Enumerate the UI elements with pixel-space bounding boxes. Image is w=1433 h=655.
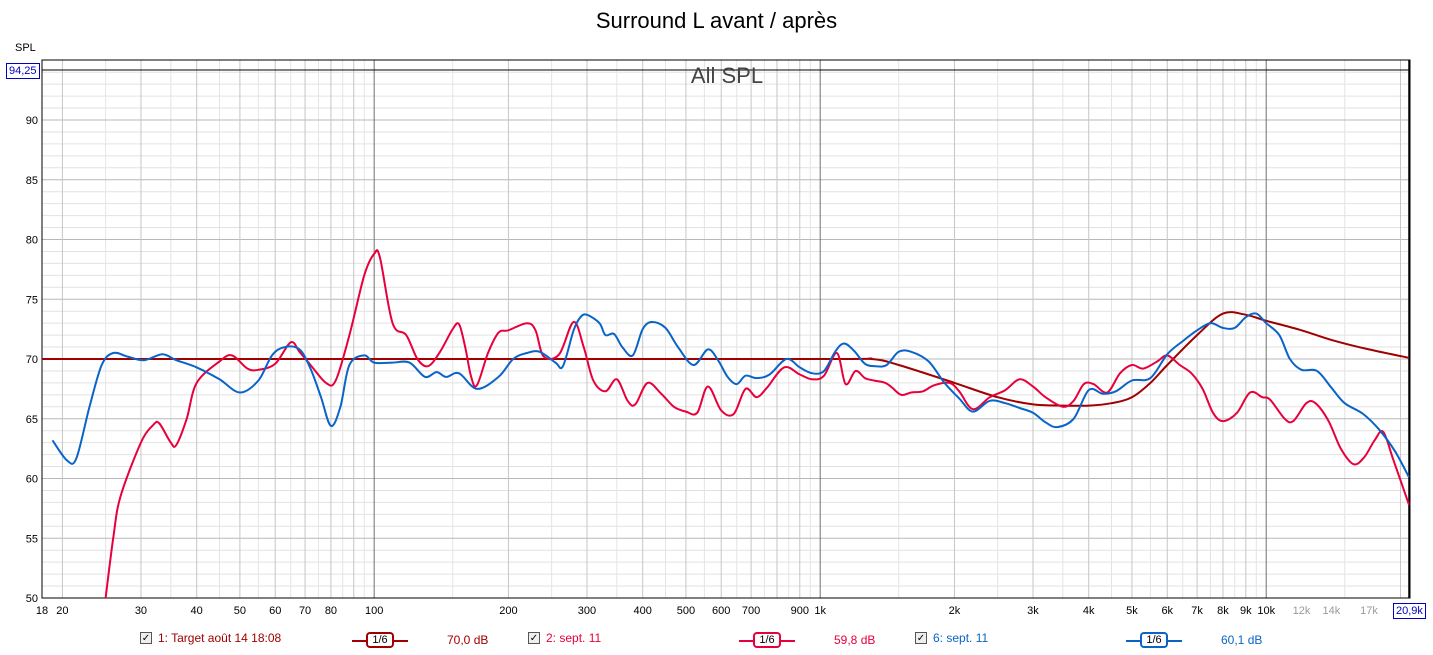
x-tick-label: 600	[712, 605, 730, 617]
x-tick-label: 40	[191, 605, 203, 617]
x-tick-label: 300	[578, 605, 596, 617]
x-max-readout[interactable]: 20,9k	[1393, 603, 1426, 619]
x-tick-label: 17k	[1360, 605, 1378, 617]
level-readout: 70,0 dB	[447, 633, 489, 647]
y-tick-label: 50	[26, 593, 38, 605]
watermark-label: All SPL	[691, 63, 763, 88]
y-max-readout[interactable]: 94,25	[6, 63, 40, 79]
series-line-2	[104, 249, 1410, 598]
smoothing-control[interactable]: 1/6	[352, 631, 408, 649]
y-tick-label: 80	[26, 235, 38, 247]
x-tick-label: 60	[269, 605, 281, 617]
x-tick-label: 200	[499, 605, 517, 617]
series-line-3	[51, 312, 1410, 478]
legend-entry-target[interactable]: ✓ 1: Target août 14 18:08	[140, 631, 281, 645]
checkbox-icon[interactable]: ✓	[915, 632, 927, 644]
x-tick-label: 1k	[814, 605, 826, 617]
x-tick-label: 30	[135, 605, 147, 617]
x-tick-label: 20	[56, 605, 68, 617]
x-tick-label: 100	[365, 605, 383, 617]
x-tick-label: 12k	[1293, 605, 1311, 617]
chart-title: Surround L avant / après	[595, 8, 838, 33]
x-tick-label: 6k	[1161, 605, 1173, 617]
smoothing-value[interactable]: 1/6	[366, 632, 394, 648]
x-tick-label: 5k	[1126, 605, 1138, 617]
x-tick-label: 70	[299, 605, 311, 617]
y-tick-label: 65	[26, 414, 38, 426]
legend-label: 6: sept. 11	[933, 631, 989, 645]
smoothing-value[interactable]: 1/6	[753, 632, 781, 648]
x-tick-label: 80	[325, 605, 337, 617]
x-tick-label: 2k	[949, 605, 961, 617]
legend-entry-after[interactable]: ✓ 6: sept. 11	[915, 631, 988, 645]
x-tick-label: 14k	[1323, 605, 1341, 617]
checkbox-icon[interactable]: ✓	[528, 632, 540, 644]
y-tick-label: 55	[26, 533, 38, 545]
x-tick-label: 8k	[1217, 605, 1229, 617]
checkbox-icon[interactable]: ✓	[140, 632, 152, 644]
series-line-1	[42, 311, 1410, 407]
y-tick-label: 75	[26, 294, 38, 306]
level-readout: 59,8 dB	[834, 633, 876, 647]
x-tick-label: 500	[677, 605, 695, 617]
x-tick-label: 18	[36, 605, 48, 617]
y-tick-label: 85	[26, 175, 38, 187]
legend-label: 2: sept. 11	[546, 631, 602, 645]
smoothing-value[interactable]: 1/6	[1140, 632, 1168, 648]
smoothing-control[interactable]: 1/6	[739, 631, 795, 649]
y-tick-label: 60	[26, 474, 38, 486]
x-tick-label: 4k	[1083, 605, 1095, 617]
level-readout: 60,1 dB	[1221, 633, 1263, 647]
x-tick-label: 9k	[1240, 605, 1252, 617]
legend-label: 1: Target août 14 18:08	[158, 631, 282, 645]
plot-frame	[41, 59, 1411, 599]
x-tick-label: 7k	[1191, 605, 1203, 617]
x-tick-label: 700	[742, 605, 760, 617]
y-tick-label: 90	[26, 115, 38, 127]
x-tick-label: 10k	[1257, 605, 1275, 617]
legend-bar: ✓ 1: Target août 14 18:08 1/6 70,0 dB ✓ …	[0, 631, 1433, 651]
y-axis-label: SPL	[15, 42, 36, 54]
x-tick-label: 400	[634, 605, 652, 617]
smoothing-control[interactable]: 1/6	[1126, 631, 1182, 649]
x-tick-label: 50	[234, 605, 246, 617]
legend-entry-before[interactable]: ✓ 2: sept. 11	[528, 631, 601, 645]
frequency-response-chart: All SPL 90 85 80 75 70 65 60 55 50 18 20 30 40 50 60 7…	[26, 59, 1411, 617]
x-tick-label: 900	[791, 605, 809, 617]
x-tick-label: 3k	[1027, 605, 1039, 617]
y-tick-label: 70	[26, 354, 38, 366]
